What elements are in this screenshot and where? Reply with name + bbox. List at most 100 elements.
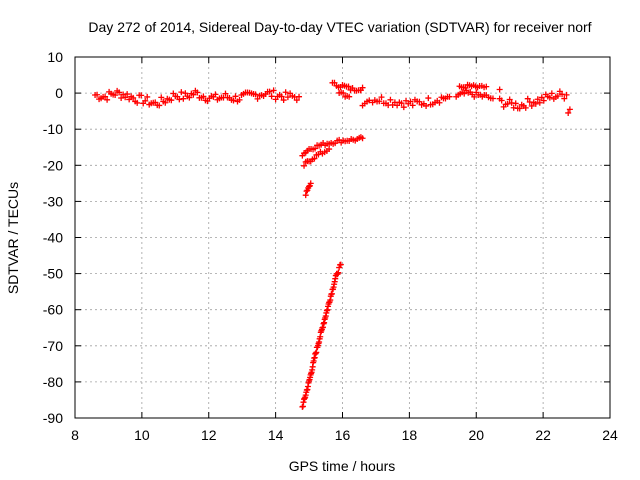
data-point <box>498 97 505 104</box>
data-point <box>335 269 342 276</box>
data-point <box>212 91 219 98</box>
data-point <box>337 261 344 268</box>
data-point <box>536 99 543 106</box>
data-point <box>176 96 183 103</box>
data-point <box>540 97 547 104</box>
data-point <box>232 93 239 100</box>
data-point <box>122 94 129 101</box>
data-point <box>266 88 273 95</box>
data-point <box>403 97 410 104</box>
chart-title: Day 272 of 2014, Sidereal Day-to-day VTE… <box>88 19 591 35</box>
data-point <box>162 99 169 106</box>
x-tick-label: 24 <box>602 427 618 443</box>
data-point <box>532 100 539 107</box>
data-point <box>400 104 407 111</box>
x-tick-label: 14 <box>268 427 284 443</box>
data-point <box>496 86 503 93</box>
axis-ticks <box>74 56 611 419</box>
data-point <box>156 102 163 109</box>
y-tick-label: -20 <box>43 157 63 173</box>
data-point <box>563 91 570 98</box>
data-point <box>538 94 545 101</box>
y-tick-label: -50 <box>43 266 63 282</box>
x-tick-label: 12 <box>201 427 217 443</box>
data-point <box>376 98 383 105</box>
data-point <box>506 96 513 103</box>
data-point <box>311 155 318 162</box>
data-point <box>546 94 553 101</box>
y-tick-label: 0 <box>55 85 63 101</box>
data-point <box>180 95 187 102</box>
data-point <box>504 100 511 107</box>
data-point <box>138 92 145 99</box>
y-tick-label: -10 <box>43 121 63 137</box>
data-point <box>483 83 490 90</box>
data-point <box>561 95 568 102</box>
data-point <box>124 91 131 98</box>
y-tick-label: -80 <box>43 374 63 390</box>
data-points <box>92 79 573 410</box>
x-axis-label: GPS time / hours <box>289 458 396 474</box>
data-point <box>326 146 333 153</box>
data-point <box>236 96 243 103</box>
data-point <box>425 95 432 102</box>
data-point <box>345 83 352 90</box>
data-point <box>190 91 197 98</box>
y-tick-label: -30 <box>43 193 63 209</box>
data-point <box>186 94 193 101</box>
data-point <box>112 92 119 99</box>
data-point <box>416 98 423 105</box>
data-point <box>254 95 261 102</box>
data-point <box>528 102 535 109</box>
data-point <box>359 135 366 142</box>
data-point <box>130 94 137 101</box>
data-point <box>378 94 385 101</box>
data-point <box>566 106 573 113</box>
data-point <box>194 89 201 96</box>
data-point <box>548 90 555 97</box>
x-tick-labels: 8 10 12 14 16 18 20 22 24 <box>71 427 618 443</box>
x-tick-label: 20 <box>468 427 484 443</box>
data-point <box>366 97 373 104</box>
data-point <box>489 95 496 102</box>
data-point <box>446 93 453 100</box>
data-point <box>312 145 319 152</box>
data-point <box>296 93 303 100</box>
data-point <box>268 93 275 100</box>
data-point <box>302 192 309 199</box>
data-point <box>398 100 405 107</box>
data-point <box>313 349 320 356</box>
y-tick-label: -90 <box>43 410 63 426</box>
data-point <box>158 94 165 101</box>
data-point <box>331 79 338 86</box>
data-point <box>284 94 291 101</box>
data-point <box>280 97 287 104</box>
y-tick-label: -60 <box>43 302 63 318</box>
data-point <box>230 97 237 104</box>
data-point <box>409 102 416 109</box>
y-tick-label: -70 <box>43 338 63 354</box>
y-axis-label: SDTVAR / TECUs <box>5 182 21 294</box>
x-tick-label: 16 <box>335 427 351 443</box>
data-point <box>134 99 141 106</box>
data-point <box>144 93 151 100</box>
data-point <box>554 93 561 100</box>
data-point <box>436 99 443 106</box>
data-point <box>340 90 347 97</box>
data-point <box>142 97 149 104</box>
x-tick-label: 18 <box>402 427 418 443</box>
data-point <box>512 100 519 107</box>
data-point <box>524 95 531 102</box>
data-point <box>534 96 541 103</box>
y-tick-labels: 10 0 -10 -20 -30 -40 -50 -60 -70 -80 -90 <box>43 49 63 426</box>
data-point <box>303 188 310 195</box>
y-tick-label: -40 <box>43 230 63 246</box>
data-point <box>200 93 207 100</box>
data-point <box>270 87 277 94</box>
data-point <box>387 96 394 103</box>
data-point <box>357 87 364 94</box>
data-point <box>461 90 468 97</box>
x-tick-label: 10 <box>134 427 150 443</box>
data-point <box>168 97 175 104</box>
